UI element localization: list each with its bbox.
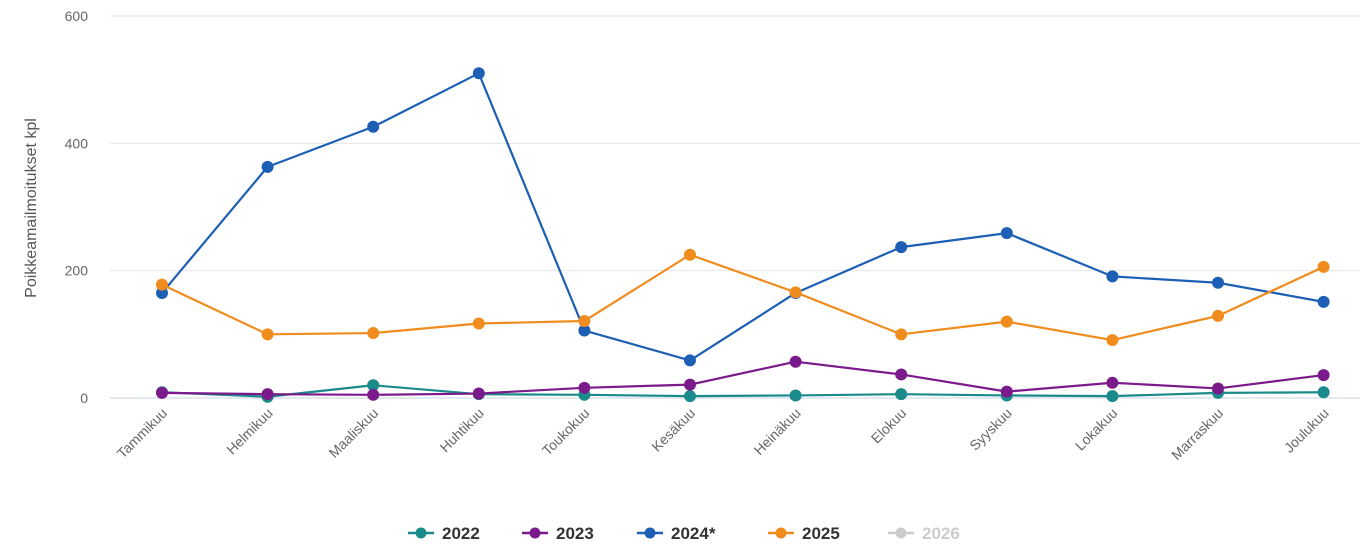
x-tick-label: Marraskuu (1168, 405, 1226, 463)
gridlines (110, 15, 1360, 272)
data-point[interactable] (156, 386, 168, 399)
data-point[interactable] (367, 327, 380, 340)
data-point[interactable] (895, 388, 908, 401)
legend-marker (644, 527, 656, 539)
x-tick-label: Lokakuu (1072, 405, 1121, 454)
data-point[interactable] (1106, 270, 1119, 283)
data-point[interactable] (1000, 385, 1013, 398)
data-point[interactable] (895, 241, 908, 254)
legend-item-2024[interactable]: 2024* (637, 524, 716, 543)
x-tick-label: Tammikuu (114, 405, 170, 461)
data-point[interactable] (684, 248, 696, 261)
data-point[interactable] (1106, 334, 1119, 347)
y-tick-label: 600 (65, 8, 89, 24)
x-tick-label: Joulukuu (1281, 405, 1332, 456)
data-point[interactable] (156, 278, 168, 291)
data-point[interactable] (578, 324, 591, 337)
series-line (161, 253, 1325, 342)
x-tick-label: Helmikuu (223, 405, 276, 458)
data-point[interactable] (578, 314, 591, 327)
legend-marker (415, 527, 427, 539)
legend-item-2025[interactable]: 2025 (768, 524, 840, 543)
data-point[interactable] (472, 387, 485, 400)
data-point[interactable] (1106, 376, 1119, 389)
y-tick-label: 0 (80, 390, 88, 406)
data-point[interactable] (1106, 390, 1119, 403)
data-point[interactable] (789, 389, 802, 402)
data-point[interactable] (367, 379, 380, 392)
data-point[interactable] (789, 355, 802, 368)
data-point[interactable] (789, 286, 802, 299)
x-axis-ticks: Tammikuu Helmikuu Maaliskuu Huhtikuu Toukoku… (114, 405, 1332, 463)
legend-item-2022[interactable]: 2022 (408, 524, 480, 543)
series-line (161, 72, 1324, 362)
data-point[interactable] (1317, 295, 1330, 308)
legend-label: 2022 (442, 524, 480, 543)
x-tick-label: Maaliskuu (325, 405, 381, 461)
y-tick-label: 200 (65, 263, 89, 279)
y-tick-label: 400 (65, 135, 89, 151)
series-layer (156, 67, 1330, 403)
x-tick-label: Toukokuu (539, 405, 593, 459)
series-2025 (156, 248, 1330, 347)
series-line (161, 384, 1324, 398)
legend: 2022 2023 2024* 2025 2026 (408, 524, 960, 543)
data-point[interactable] (578, 381, 591, 394)
x-tick-label: Heinäkuu (751, 405, 804, 458)
legend-label: 2025 (802, 524, 840, 543)
data-point[interactable] (1000, 227, 1013, 240)
data-point[interactable] (1317, 386, 1330, 399)
legend-marker (895, 527, 907, 539)
data-point[interactable] (367, 388, 380, 401)
x-tick-label: Elokuu (868, 405, 910, 447)
data-point[interactable] (684, 390, 696, 403)
data-point[interactable] (156, 286, 168, 299)
data-point[interactable] (472, 67, 485, 80)
data-point[interactable] (895, 328, 908, 341)
series-2023 (156, 355, 1330, 401)
data-point[interactable] (261, 328, 274, 341)
data-point[interactable] (261, 388, 274, 401)
data-point[interactable] (1212, 382, 1224, 395)
legend-label: 2026 (922, 524, 960, 543)
legend-marker (529, 527, 541, 539)
data-point[interactable] (1212, 276, 1224, 289)
x-tick-label: Syyskuu (966, 405, 1015, 454)
data-point[interactable] (1000, 315, 1013, 328)
data-point[interactable] (1317, 369, 1330, 382)
data-point[interactable] (684, 378, 696, 391)
y-axis-title: Poikkeamailmoitukset kpl (23, 118, 40, 298)
data-point[interactable] (472, 317, 485, 330)
data-point[interactable] (1212, 309, 1224, 322)
legend-label: 2023 (556, 524, 594, 543)
y-axis-ticks: 0 200 400 600 (65, 8, 89, 406)
data-point[interactable] (684, 354, 696, 367)
series-line (161, 360, 1324, 396)
data-point[interactable] (1317, 260, 1330, 273)
series-2022 (156, 379, 1330, 403)
legend-item-2023[interactable]: 2023 (522, 524, 594, 543)
legend-marker (775, 527, 787, 539)
data-point[interactable] (261, 160, 274, 173)
x-tick-label: Huhtikuu (437, 405, 487, 455)
data-point[interactable] (895, 368, 908, 381)
series-2024 (156, 67, 1330, 367)
legend-item-2026[interactable]: 2026 (888, 524, 960, 543)
x-tick-label: Kesäkuu (648, 405, 698, 455)
legend-label: 2024* (671, 524, 716, 543)
data-point[interactable] (367, 120, 380, 133)
